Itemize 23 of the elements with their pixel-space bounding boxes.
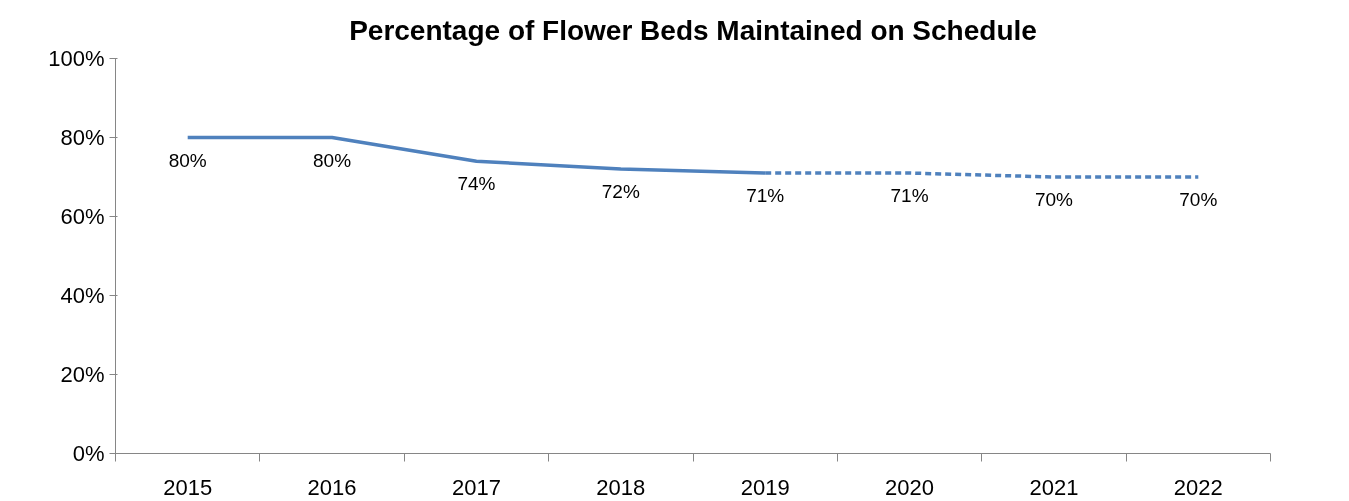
data-label: 71%	[746, 185, 785, 207]
y-tick-label: 20%	[60, 362, 105, 387]
x-tick-label: 2019	[740, 474, 790, 500]
x-tick-label: 2020	[885, 474, 935, 500]
x-tick-label: 2021	[1029, 474, 1079, 500]
y-tick-label: 60%	[60, 204, 105, 229]
data-label: 74%	[457, 173, 496, 195]
data-label: 80%	[313, 149, 352, 171]
x-tick-label: 2017	[451, 474, 501, 500]
y-tick-label: 40%	[60, 283, 105, 308]
y-tick-label: 0%	[72, 441, 105, 466]
x-tick-label: 2015	[163, 474, 213, 500]
x-tick-label: 2022	[1173, 474, 1223, 500]
x-tick-label: 2016	[307, 474, 357, 500]
data-label: 80%	[168, 149, 207, 171]
chart-title: Percentage of Flower Beds Maintained on Schedule	[349, 15, 1037, 46]
data-label: 70%	[1179, 189, 1218, 210]
data-label: 70%	[1034, 189, 1074, 210]
data-label: 71%	[890, 185, 929, 207]
y-tick-label: 100%	[48, 46, 105, 71]
x-tick-label: 2018	[596, 474, 646, 500]
y-tick-label: 80%	[60, 125, 105, 150]
data-label: 72%	[601, 181, 640, 203]
